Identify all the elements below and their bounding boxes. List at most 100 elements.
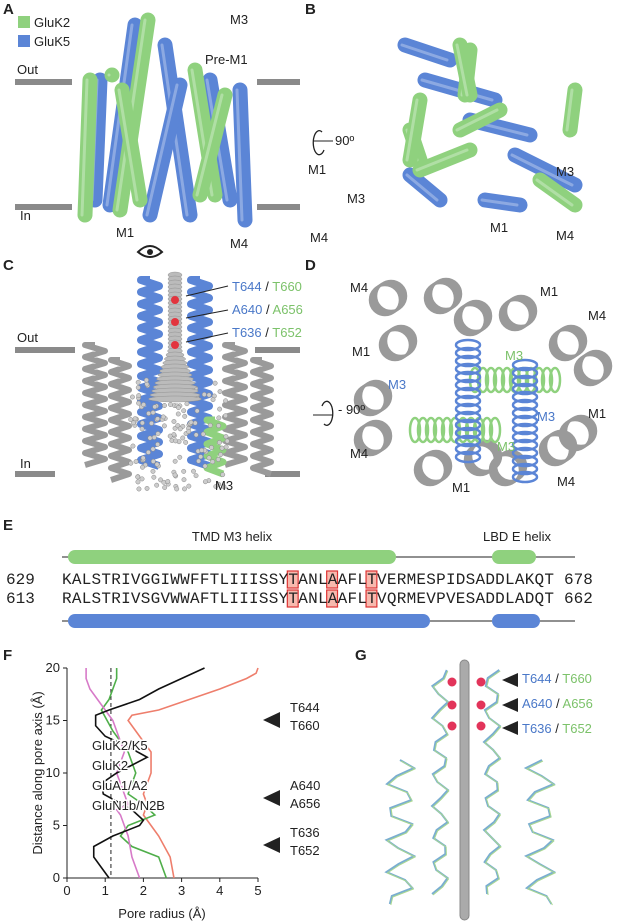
pore-sphere [198, 454, 204, 460]
helix-label: M3 [215, 478, 233, 493]
helix [562, 82, 583, 138]
helix [87, 72, 108, 208]
pore-sphere [160, 414, 166, 420]
helix-shine [400, 43, 449, 62]
helix-shine [535, 178, 574, 207]
helix-label: M3 [347, 191, 365, 206]
helix [114, 82, 148, 208]
coil [532, 366, 546, 394]
helix-label: M3 [505, 348, 523, 363]
pore-sphere [150, 446, 156, 452]
pore-sphere [128, 460, 134, 466]
panel-label: F [3, 647, 12, 664]
pore-sphere [182, 486, 187, 492]
pore-sphere [220, 472, 226, 478]
pore-sphere [150, 458, 156, 464]
pore-sphere [180, 435, 186, 441]
membrane-label: In [20, 208, 31, 223]
pore-sphere [158, 477, 163, 483]
coil [511, 414, 539, 428]
residue-label: T644 / T660 [522, 671, 592, 686]
coil [432, 416, 446, 444]
helix [477, 192, 528, 213]
helix-shine [195, 93, 224, 197]
annotation: T636 [290, 825, 320, 840]
helix-label: M1 [490, 220, 508, 235]
pore-sphere [140, 455, 146, 461]
residue-label: T636 / T652 [232, 325, 302, 340]
helix-label: M3 [497, 439, 515, 454]
pore-sphere [135, 385, 141, 390]
leader [185, 332, 229, 343]
coil [454, 434, 482, 448]
arrowhead [263, 837, 280, 853]
helix-label: M1 [352, 344, 370, 359]
x-tick-label: 4 [216, 883, 223, 898]
pore-sphere [184, 401, 190, 407]
pore-sphere [173, 438, 179, 444]
coil [454, 442, 482, 456]
helix-shine [510, 153, 574, 187]
backbone [430, 669, 450, 895]
coil [511, 390, 539, 404]
sequence-start: 629 [6, 571, 35, 589]
pore-sphere [139, 420, 145, 426]
helix-ribbon [137, 276, 163, 470]
helix-label: M4 [230, 236, 248, 251]
sequence-start: 613 [6, 590, 35, 608]
pore-sphere [192, 420, 198, 426]
coil [454, 450, 482, 464]
backbone-k2 [432, 670, 450, 896]
pore-sphere [151, 474, 157, 480]
pore-sphere [150, 410, 156, 416]
helix-shine [405, 98, 419, 162]
pore-sphere [135, 479, 141, 485]
annotation: A656 [290, 796, 320, 811]
sequence-end: 662 [564, 590, 593, 608]
coil [454, 386, 482, 400]
pore-sphere [161, 423, 167, 429]
pore-sphere [154, 482, 160, 488]
pore-sphere [174, 486, 180, 492]
panel-label: C [3, 257, 14, 274]
pore-surface [148, 395, 202, 403]
pore-sphere [194, 408, 200, 414]
arrowhead [502, 721, 518, 735]
coil [511, 446, 539, 460]
pore-sphere [172, 458, 178, 464]
pore-sphere [146, 410, 152, 416]
coil [579, 349, 613, 383]
helix-label: M3 [556, 164, 574, 179]
helix-ribbon [187, 276, 213, 470]
helix [452, 37, 478, 103]
annotation: T652 [290, 843, 320, 858]
helix [402, 92, 428, 168]
helix [452, 102, 508, 138]
pore-sphere [162, 485, 168, 490]
pore-sphere [168, 402, 173, 408]
helix-bar [68, 614, 430, 628]
leader [185, 309, 229, 319]
highlight-box [326, 589, 339, 608]
pore-sphere [155, 431, 161, 437]
coil [359, 419, 393, 453]
legend-text: GluK2 [34, 15, 70, 30]
pore-sphere [150, 468, 156, 474]
membrane-label: In [20, 456, 31, 471]
membrane-label: Out [17, 62, 38, 77]
coil [511, 382, 539, 396]
helix-bar [492, 614, 540, 628]
helix [532, 172, 583, 213]
pore-constriction [171, 296, 179, 304]
pore-sphere [144, 381, 150, 387]
helix-label: M1 [116, 225, 134, 240]
helix-label: M4 [310, 230, 328, 245]
pore-sphere [193, 432, 199, 438]
rotation-arrow [312, 130, 325, 156]
pore-sphere [144, 485, 150, 491]
pore-sphere [154, 461, 160, 467]
residue [447, 677, 457, 687]
helix [77, 72, 98, 223]
leader [185, 285, 229, 297]
